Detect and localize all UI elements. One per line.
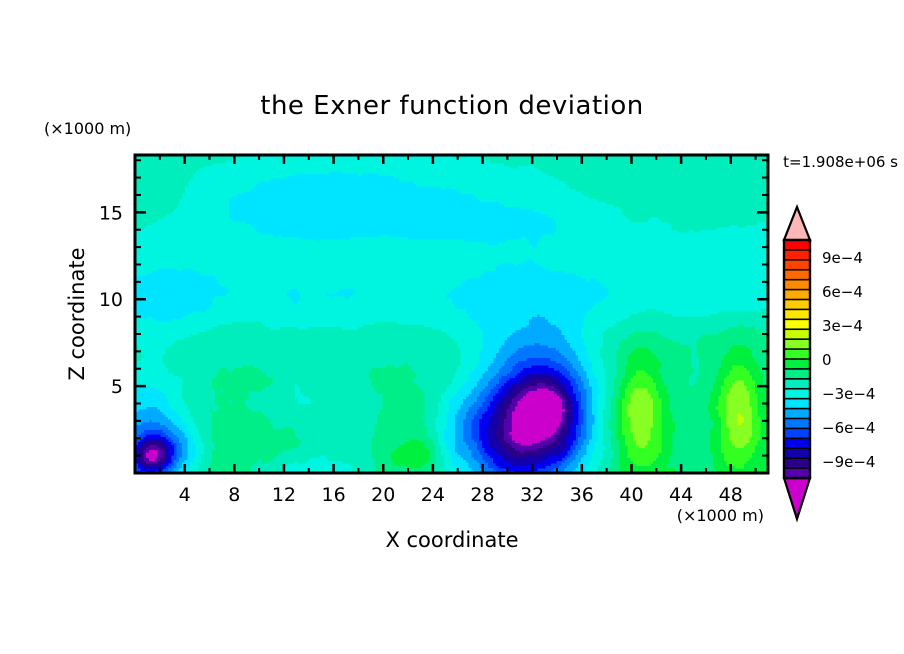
page-title: the Exner function deviation: [260, 91, 644, 121]
colorbar-border: [782, 238, 812, 480]
contour-band: [135, 314, 596, 473]
x-tick-label: 20: [371, 484, 395, 506]
colorbar-tick-label: −3e−4: [822, 385, 875, 403]
colorbar-band[interactable]: [783, 298, 811, 311]
colorbar-band[interactable]: [783, 308, 811, 321]
colorbar-tick-label: 6e−4: [822, 283, 863, 301]
x-axis-title: X coordinate: [385, 528, 518, 552]
colorbar-band[interactable]: [783, 318, 811, 331]
colorbar-tick-label: −9e−4: [822, 453, 875, 471]
x-tick-label: 28: [470, 484, 494, 506]
y-axis-title: Z coordinate: [65, 247, 89, 380]
y-tick-label: 5: [111, 376, 123, 398]
contour-band: [135, 155, 768, 473]
contour-field: [135, 155, 768, 473]
colorbar-band[interactable]: [783, 278, 811, 291]
contour-band: [390, 344, 768, 473]
time-annotation: t=1.908e+06 s: [783, 153, 898, 171]
colorbar-band[interactable]: [783, 457, 811, 470]
colorbar-tick-label: −6e−4: [822, 419, 875, 437]
colorbar-band[interactable]: [783, 417, 811, 430]
colorbar-band[interactable]: [783, 249, 811, 262]
colorbar-band[interactable]: [783, 407, 811, 420]
colorbar-band[interactable]: [783, 387, 811, 400]
colorbar-band[interactable]: [783, 288, 811, 301]
colorbar-band[interactable]: [783, 348, 811, 361]
contour-band: [627, 380, 753, 448]
colorbar-band[interactable]: [783, 437, 811, 450]
x-tick-label: 12: [272, 484, 296, 506]
contour-band: [135, 170, 609, 473]
colorbar[interactable]: 9e−4 6e−4 3e−4 0 −3e−4 −6e−4 −9e−4: [782, 203, 875, 523]
contour-band: [135, 365, 579, 473]
contour-band: [737, 414, 744, 425]
colorbar-band[interactable]: [783, 338, 811, 351]
colorbar-band[interactable]: [783, 368, 811, 381]
x-tick-label: 48: [719, 484, 743, 506]
y-axis: 5 10 15: [99, 159, 768, 457]
colorbar-tick-label: 9e−4: [822, 249, 863, 267]
colorbar-band[interactable]: [783, 358, 811, 371]
x-tick-label: 40: [619, 484, 643, 506]
y-unit-label: (×1000 m): [44, 119, 131, 138]
x-axis: 4 8 12 16 20 24 28 32 36 40 44 48: [158, 155, 757, 506]
x-unit-label: (×1000 m): [677, 506, 764, 525]
contour-band: [622, 365, 761, 469]
colorbar-band[interactable]: [783, 427, 811, 440]
colorbar-band[interactable]: [783, 397, 811, 410]
colorbar-band[interactable]: [783, 259, 811, 271]
contour-band: [140, 378, 571, 466]
y-tick-label: 15: [99, 202, 123, 224]
x-tick-label: 44: [669, 484, 693, 506]
plot-frame: [133, 153, 770, 475]
x-tick-label: 4: [179, 484, 191, 506]
x-tick-label: 24: [421, 484, 445, 506]
x-tick-label: 8: [228, 484, 240, 506]
x-tick-label: 36: [570, 484, 594, 506]
contour-band: [135, 342, 587, 473]
contour-band: [135, 155, 768, 473]
colorbar-tick-label: 3e−4: [822, 317, 863, 335]
colorbar-band[interactable]: [783, 239, 811, 252]
contour-band: [143, 383, 568, 464]
colorbar-band[interactable]: [783, 447, 811, 460]
colorbar-band[interactable]: [783, 328, 811, 341]
x-tick-label: 32: [520, 484, 544, 506]
contour-band: [135, 155, 768, 473]
x-tick-label: 16: [321, 484, 345, 506]
colorbar-tick-label: 0: [822, 351, 832, 369]
colorbar-band[interactable]: [783, 378, 811, 390]
y-tick-label: 10: [99, 289, 123, 311]
colorbar-band[interactable]: [783, 268, 811, 281]
contour-band: [137, 372, 574, 469]
